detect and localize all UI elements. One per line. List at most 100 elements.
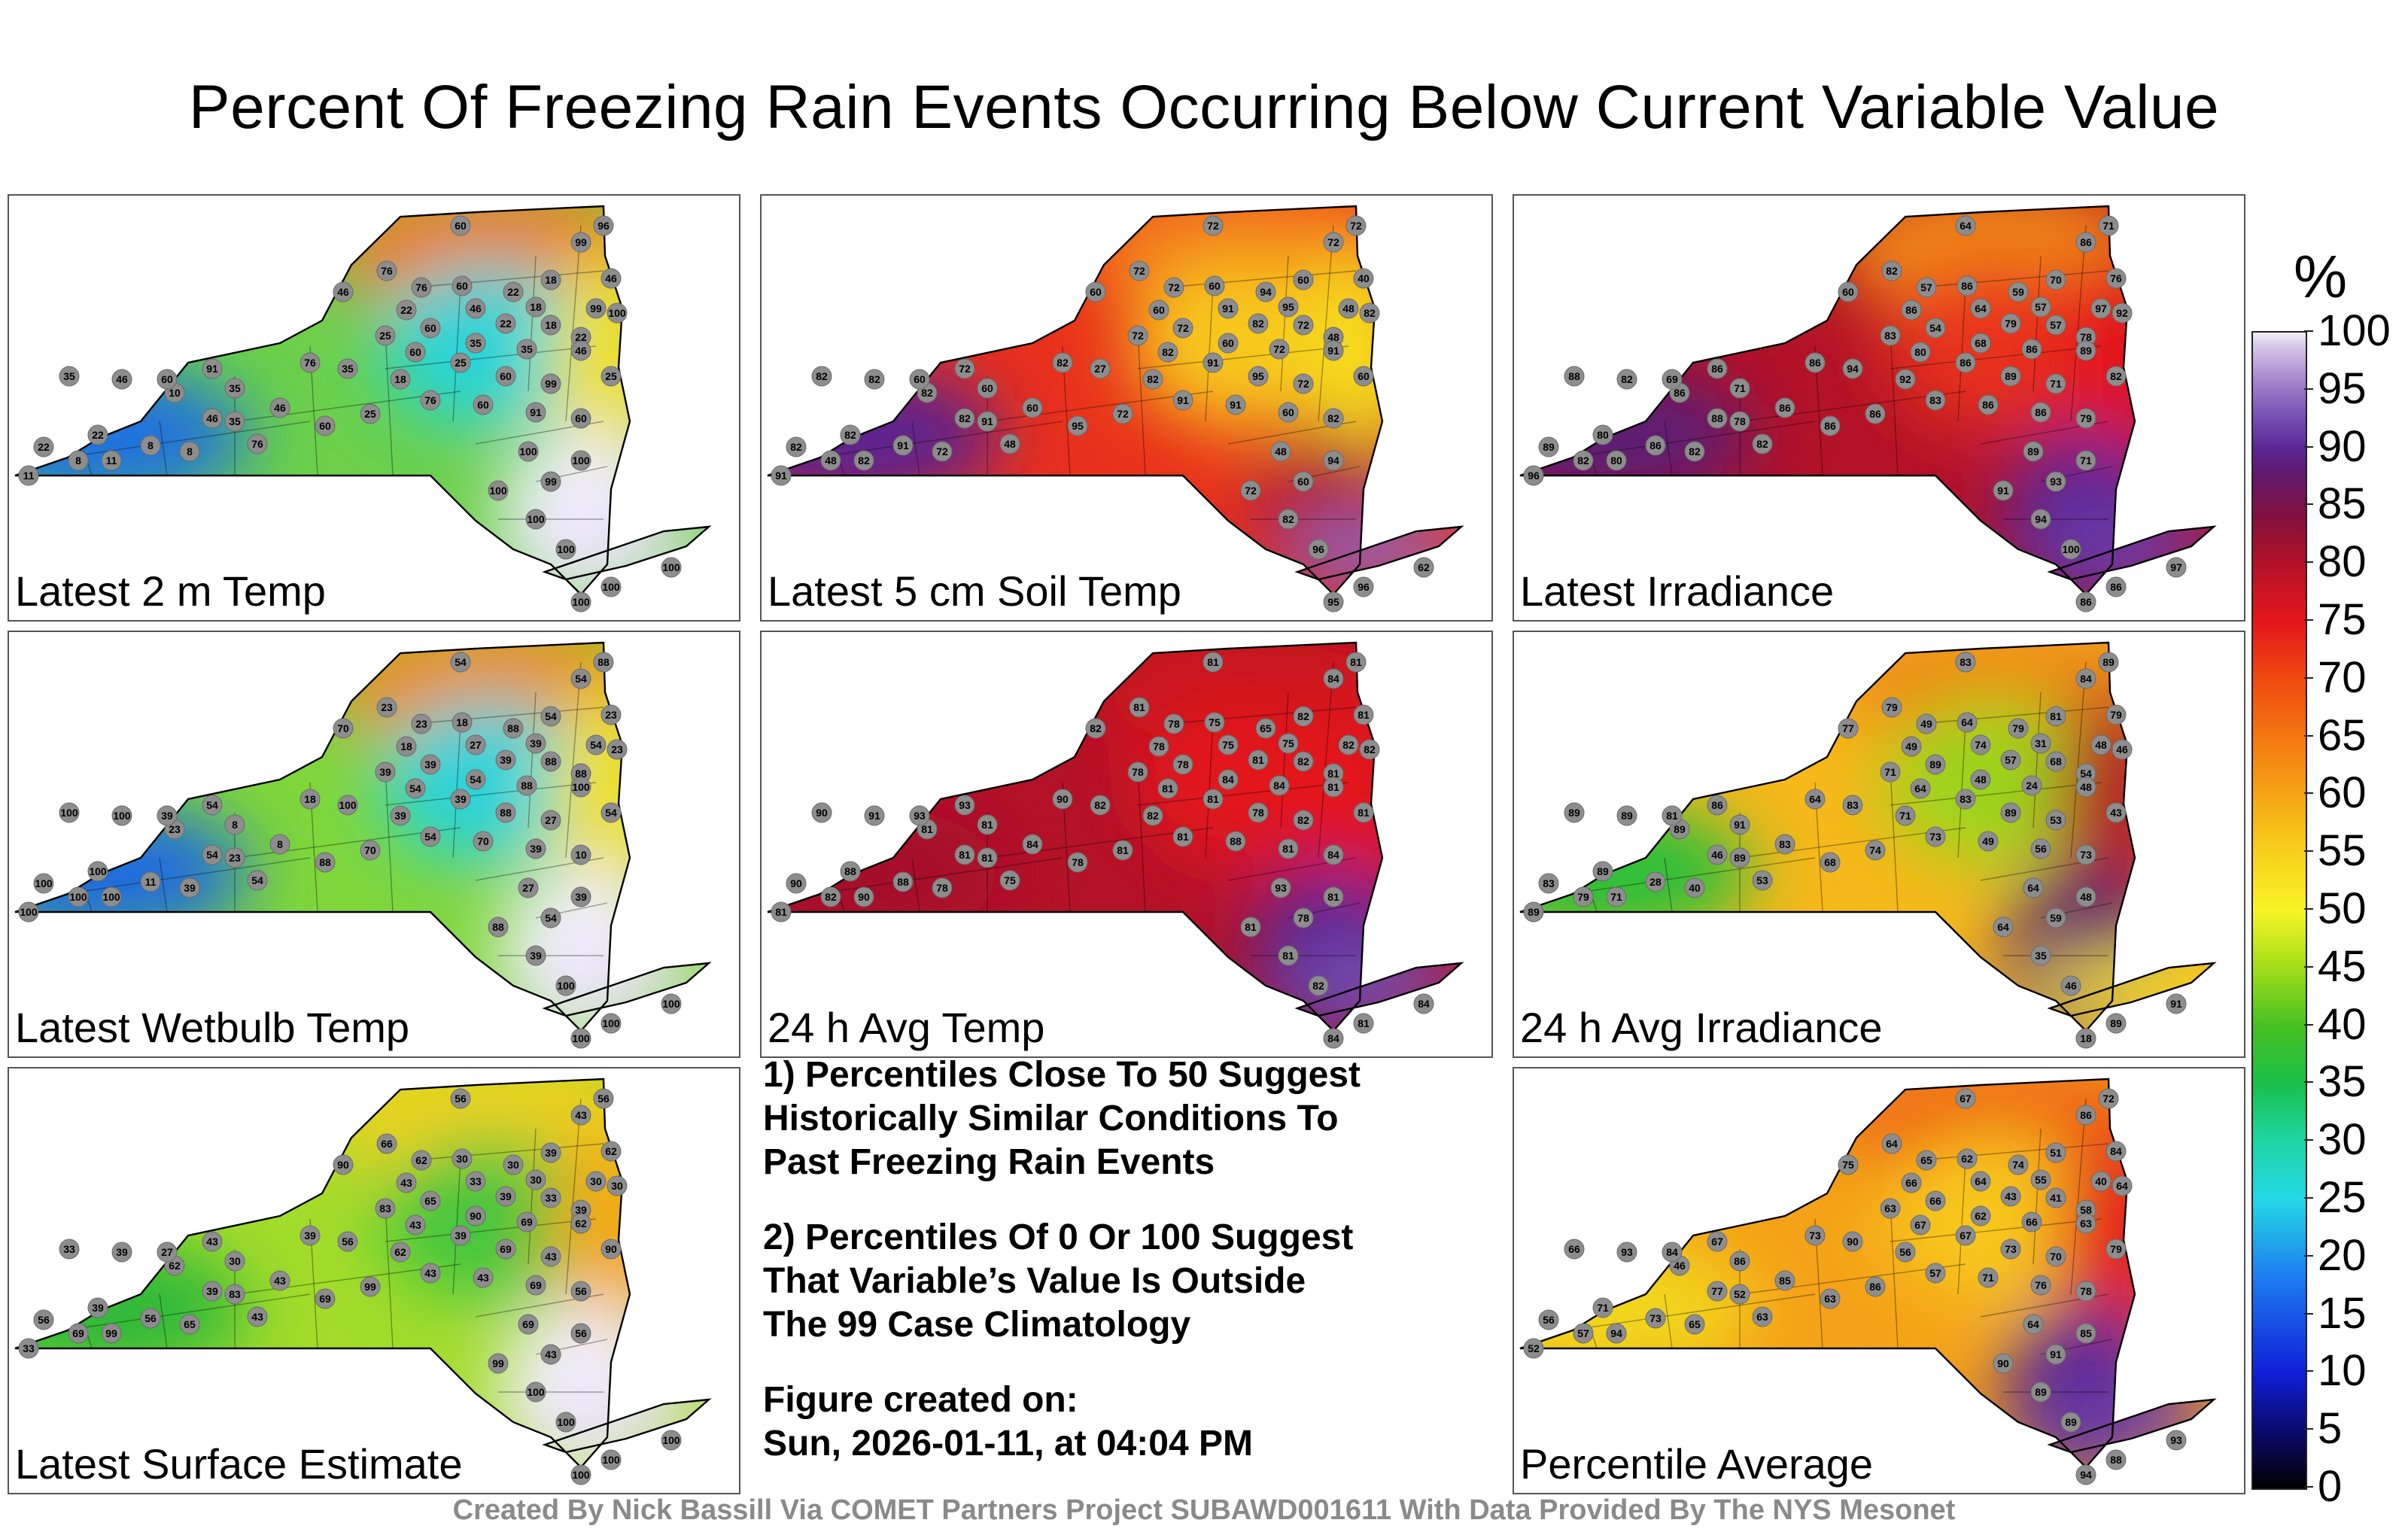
station-value: 25 [605,370,617,382]
station-marker [68,1323,89,1344]
station-marker [420,1190,441,1211]
station-value: 100 [339,799,357,811]
station-value: 86 [2110,581,2122,593]
station-value: 89 [2005,370,2017,382]
station-marker [33,1309,54,1330]
station-value: 89 [2035,1386,2047,1398]
station-value: 86 [1649,439,1662,451]
station-value: 91 [530,406,542,418]
station-value: 68 [1975,337,1987,349]
station-value: 83 [229,1288,241,1300]
station-value: 60 [477,399,489,411]
station-marker [465,1205,486,1226]
station-value: 78 [1132,766,1144,778]
station-marker [1707,1281,1728,1302]
station-value: 43 [251,1311,263,1323]
station-value: 67 [1960,1093,1972,1105]
colorbar-tick-label: 70 [2318,652,2367,702]
station-value: 71 [1734,382,1746,394]
station-marker [224,378,245,399]
colorbar-tick-mark [2304,1081,2313,1084]
station-value: 89 [1597,865,1609,877]
station-marker [1865,840,1886,861]
station-value: 59 [2050,912,2062,924]
station-marker [1085,281,1106,302]
note-2: 2) Percentiles Of 0 Or 100 Suggest That … [763,1217,1354,1345]
station-value: 82 [1327,412,1339,424]
station-marker [405,1214,426,1236]
map-panel-1: 60 96 99 46 76 76 60 22 18 46 22 46 18 99 25 60 22 18 22 10… [8,194,740,622]
station-marker [771,901,792,923]
station-value: 62 [1975,1210,1987,1222]
station-value: 72 [1117,408,1129,420]
station-value: 60 [500,370,512,382]
station-value: 91 [1997,485,2009,497]
station-marker [2030,838,2051,859]
station-marker [2075,408,2096,429]
station-marker [1573,886,1594,907]
station-value: 95 [1252,370,1264,382]
station-value: 70 [477,835,489,847]
station-value: 63 [1884,1202,1896,1214]
station-marker [1127,761,1148,783]
station-value: 65 [1689,1318,1701,1330]
station-value: 82 [1621,373,1633,385]
station-value: 97 [2095,302,2107,315]
station-value: 82 [1252,318,1264,330]
station-marker [2045,1187,2066,1208]
station-marker [1248,749,1269,771]
station-value: 85 [2080,1327,2092,1339]
station-value: 78 [1297,912,1309,924]
station-value: 99 [364,1281,376,1293]
station-marker [2075,668,2096,689]
station-value: 69 [319,1293,331,1305]
station-marker [540,315,561,336]
station-value: 27 [161,1246,173,1258]
station-marker [2060,539,2081,560]
station-value: 54 [470,774,482,786]
station-value: 96 [597,220,610,232]
station-value: 86 [1674,387,1686,399]
station-value: 88 [1711,412,1723,424]
station-marker [540,907,561,929]
station-marker [375,1198,396,1219]
station-marker [2045,907,2066,929]
station-marker [2023,877,2044,898]
station-value: 79 [2005,318,2017,330]
station-value: 64 [2027,1318,2039,1330]
station-value: 88 [897,876,909,888]
station-value: 82 [1090,722,1102,734]
station-value: 89 [1674,823,1686,835]
station-marker [360,403,381,424]
station-marker [420,1263,441,1284]
station-value: 85 [1779,1275,1791,1287]
station-marker [1616,369,1637,390]
station-value: 100 [572,454,590,467]
station-value: 64 [2116,1180,2128,1192]
state-map: 67 72 86 75 64 65 62 74 51 84 66 64 55 40 63 66 43 41 58 64… [1519,1078,2217,1485]
station-marker [2021,339,2042,360]
colorbar-tick-label: 40 [2318,999,2367,1049]
station-value: 100 [113,810,131,822]
station-marker [465,734,486,755]
station-value: 23 [381,701,393,713]
station-value: 40 [2095,1175,2107,1187]
station-value: 54 [455,656,467,668]
station-marker [488,1353,509,1374]
station-marker [1707,358,1728,379]
station-marker [473,1267,494,1288]
station-value: 49 [1920,718,1932,730]
station-value: 93 [2170,1434,2182,1446]
station-value: 82 [1057,357,1069,369]
colorbar-tick-mark [2304,1254,2313,1257]
station-marker [1278,733,1299,754]
station-marker [555,975,576,996]
station-value: 30 [229,1255,241,1267]
station-marker [1955,652,1976,673]
station-value: 22 [400,304,412,316]
station-value: 81 [1327,768,1339,780]
station-value: 46 [1674,1260,1686,1272]
colorbar-tick-mark [2304,850,2313,853]
station-value: 77 [1711,1285,1723,1297]
station-value: 84 [2080,673,2092,685]
